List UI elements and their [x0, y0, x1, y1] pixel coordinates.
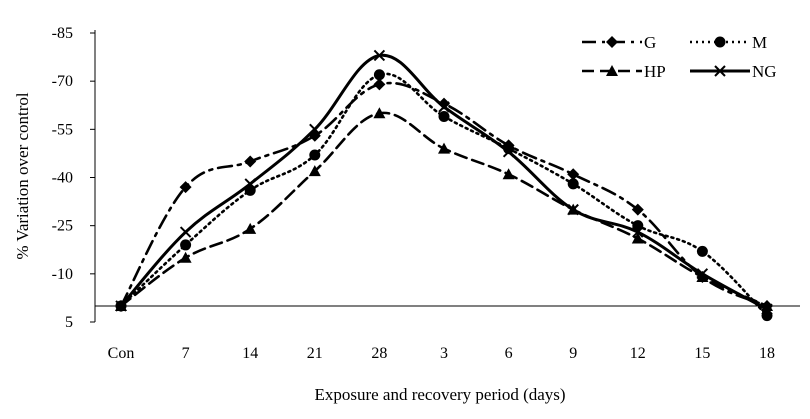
data-point — [373, 78, 386, 91]
y-tick-label: -40 — [52, 170, 73, 187]
series-line — [119, 53, 769, 311]
data-point — [714, 65, 726, 77]
legend-label: NG — [752, 62, 777, 81]
y-tick-label: -70 — [52, 73, 73, 90]
data-point — [244, 155, 257, 168]
data-point — [244, 222, 257, 234]
y-tick-label: -85 — [52, 25, 73, 42]
legend-label: HP — [644, 62, 666, 81]
data-point — [606, 65, 618, 76]
x-tick-label: 6 — [505, 345, 513, 362]
x-axis-title: Exposure and recovery period (days) — [314, 385, 565, 404]
data-point — [606, 36, 618, 48]
data-point — [438, 101, 450, 113]
y-axis-title: % Variation over control — [13, 92, 32, 260]
x-tick-label: 14 — [242, 345, 258, 362]
data-point — [714, 36, 726, 48]
data-point — [244, 178, 256, 190]
x-tick-label: Con — [108, 345, 135, 362]
series-line — [119, 72, 769, 317]
series-ng — [115, 49, 773, 315]
data-point — [179, 226, 192, 238]
data-point — [631, 203, 644, 216]
x-tick-label: 21 — [307, 345, 323, 362]
y-tick-label: -10 — [52, 266, 73, 283]
data-point — [373, 107, 386, 119]
x-tick-label: 18 — [759, 345, 775, 362]
y-tick-label: -25 — [52, 218, 73, 235]
data-point — [631, 232, 644, 244]
data-point — [180, 239, 192, 251]
data-point — [567, 168, 580, 181]
data-point — [696, 268, 709, 280]
data-point — [761, 303, 773, 315]
series-layer — [115, 49, 773, 322]
data-point — [308, 165, 321, 177]
x-tick-label: 12 — [630, 345, 646, 362]
series-line — [119, 81, 769, 308]
data-point — [438, 97, 450, 110]
data-point — [309, 123, 321, 136]
data-point — [438, 142, 450, 154]
x-tick-label: 9 — [569, 345, 577, 362]
data-point — [567, 203, 579, 216]
series-line — [119, 111, 769, 308]
data-point — [179, 251, 192, 263]
axes: -85 -70 -55 -40 -25 -10 5 Con 7 14 21 28 3 6 9 12 15 18 — [52, 25, 800, 362]
data-point — [632, 226, 644, 238]
data-point — [373, 49, 386, 62]
x-tick-label: 15 — [694, 345, 710, 362]
y-tick-label: 5 — [65, 314, 73, 331]
data-point — [438, 110, 450, 122]
legend-item-ng: NG — [690, 62, 777, 81]
data-point — [502, 146, 515, 158]
data-point — [373, 69, 385, 81]
legend-item-g: G — [582, 33, 656, 52]
data-point — [567, 178, 579, 190]
data-point — [309, 149, 321, 161]
x-tick-label: 3 — [440, 345, 448, 362]
data-point — [115, 300, 127, 312]
legend-label: M — [752, 33, 767, 52]
legend-label: G — [644, 33, 656, 52]
data-point — [696, 271, 709, 283]
data-point — [696, 245, 708, 257]
x-tick-label: 28 — [371, 345, 387, 362]
legend-item-hp: HP — [582, 62, 666, 81]
legend: G M HP NG — [582, 33, 777, 81]
legend-item-m: M — [690, 33, 767, 52]
x-tick-label: 7 — [182, 345, 190, 362]
y-tick-label: -55 — [52, 121, 73, 138]
data-point — [179, 181, 192, 194]
data-point — [502, 168, 515, 180]
